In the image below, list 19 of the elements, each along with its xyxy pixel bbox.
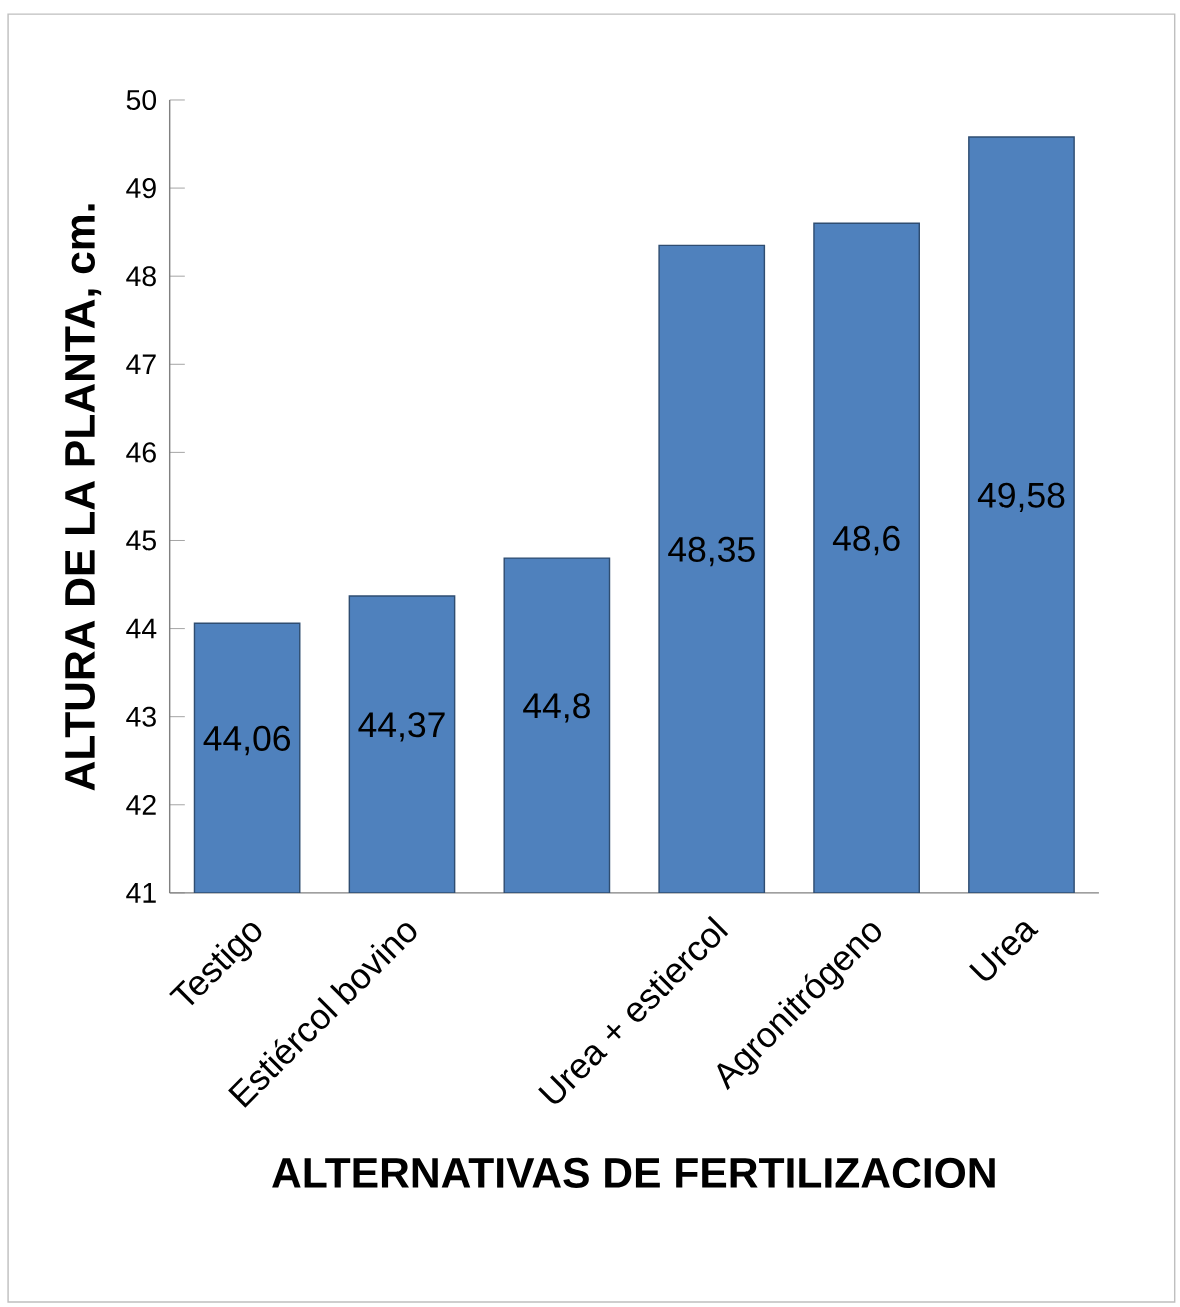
data-label: 44,37 [358,712,445,742]
x-tick-label: Urea [969,922,1039,981]
y-tick-label: 41 [126,883,156,903]
y-tick-label: 44 [126,618,157,639]
data-label: 48,6 [833,525,900,556]
data-label: 48,35 [668,536,755,567]
data-label: 49,58 [978,482,1065,513]
data-label: 44,8 [523,693,590,723]
y-tick-label: 43 [126,706,156,727]
x-axis-title: ALTERNATIVAS DE FERTILIZACION [272,1157,995,1188]
y-tick-label: 48 [126,266,156,287]
y-tick-label: 47 [126,354,156,375]
y-tick-label: 45 [126,530,157,551]
y-tick-label: 46 [126,442,156,463]
y-tick-label: 42 [126,794,156,815]
data-label: 44,06 [203,725,291,756]
y-tick-label: 49 [126,178,156,199]
y-axis-title: ALTURA DE LA PLANTA, cm. [65,204,102,791]
y-tick-label: 50 [126,89,157,111]
